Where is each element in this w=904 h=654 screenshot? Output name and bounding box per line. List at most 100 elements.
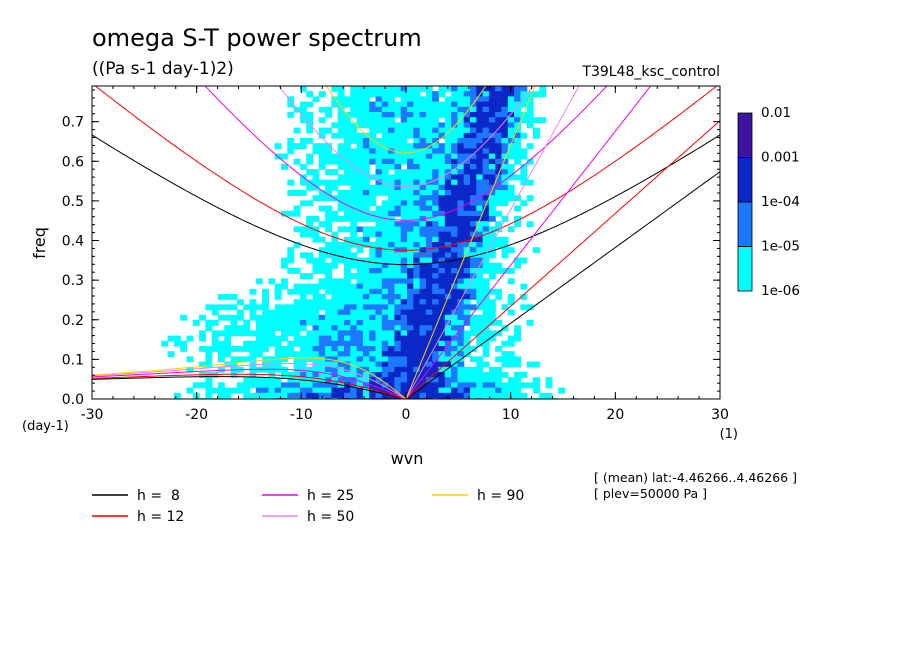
power-cell	[362, 340, 370, 347]
power-cell	[400, 262, 408, 269]
power-cell	[488, 216, 496, 222]
power-cell	[362, 138, 370, 144]
power-cell	[350, 361, 358, 368]
power-cell	[375, 351, 383, 357]
power-cell	[476, 299, 484, 305]
power-cell	[457, 148, 465, 155]
power-cell	[350, 377, 358, 383]
power-cell	[533, 377, 540, 383]
power-cell	[287, 377, 295, 383]
power-cell	[388, 86, 395, 92]
power-cell	[306, 112, 314, 118]
power-cell	[470, 169, 477, 175]
power-cell	[451, 106, 458, 113]
power-cell	[249, 304, 257, 311]
power-cell	[344, 372, 351, 378]
power-cell	[400, 330, 408, 337]
power-cell	[514, 112, 521, 118]
power-cell	[419, 148, 427, 155]
power-cell	[495, 106, 503, 113]
power-cell	[306, 392, 314, 399]
y-tick-label: 0.5	[62, 194, 84, 210]
power-cell	[388, 382, 395, 389]
power-cell	[470, 91, 477, 97]
power-cell	[470, 143, 477, 149]
power-cell	[526, 195, 534, 201]
power-cell	[470, 138, 477, 144]
power-cell	[306, 273, 314, 279]
power-cell	[375, 288, 383, 295]
power-cell	[274, 294, 282, 300]
power-cell	[463, 382, 471, 389]
power-cell	[331, 122, 339, 129]
power-cell	[255, 325, 263, 331]
power-cell	[470, 122, 477, 129]
power-cell	[482, 164, 490, 170]
power-cell	[520, 96, 528, 103]
power-cell	[507, 382, 515, 389]
power-cell	[470, 195, 477, 201]
power-cell	[331, 361, 339, 368]
power-cell	[482, 117, 490, 123]
power-cell	[281, 320, 288, 326]
power-cell	[526, 96, 534, 103]
power-cell	[438, 205, 446, 212]
power-cell	[381, 309, 389, 316]
power-cell	[287, 96, 295, 103]
power-cell	[520, 112, 528, 118]
power-cell	[293, 299, 301, 305]
power-cell	[488, 205, 496, 212]
power-cell	[350, 153, 358, 160]
power-cell	[350, 351, 358, 357]
power-cell	[425, 268, 433, 274]
power-cell	[369, 340, 377, 347]
power-cell	[413, 320, 421, 326]
power-cell	[299, 294, 307, 300]
power-cell	[268, 340, 276, 347]
power-cell	[274, 346, 282, 352]
power-cell	[388, 179, 395, 186]
colorbar-label: 0.01	[761, 105, 791, 121]
power-cell	[362, 91, 370, 97]
power-cell	[293, 320, 301, 326]
power-cell	[388, 351, 395, 357]
power-cell	[268, 314, 276, 321]
power-cell	[356, 335, 364, 342]
power-cell	[299, 346, 307, 352]
power-cell	[476, 169, 484, 175]
power-cell	[369, 148, 377, 155]
power-cell	[356, 138, 364, 144]
power-cell	[344, 195, 351, 201]
power-cell	[482, 127, 490, 134]
power-cell	[375, 96, 383, 103]
power-cell	[470, 86, 477, 92]
power-cell	[507, 153, 515, 160]
power-cell	[463, 169, 471, 175]
power-cell	[432, 221, 440, 227]
power-cell	[495, 366, 503, 373]
power-cell	[444, 325, 452, 331]
power-cell	[451, 314, 458, 321]
power-cell	[344, 190, 351, 196]
power-cell	[413, 257, 421, 264]
power-cell	[514, 153, 521, 160]
power-cell	[463, 252, 471, 259]
power-cell	[444, 226, 452, 233]
power-cell	[457, 96, 465, 103]
power-cell	[495, 268, 503, 274]
power-cell	[514, 143, 521, 149]
power-cell	[407, 205, 414, 212]
power-cell	[425, 117, 433, 123]
power-cell	[457, 112, 465, 118]
power-cell	[350, 190, 358, 196]
power-cell	[482, 257, 490, 264]
power-cell	[388, 268, 395, 274]
power-cell	[205, 325, 213, 331]
power-cell	[394, 91, 402, 97]
power-cell	[249, 382, 257, 389]
power-cell	[281, 382, 288, 389]
power-cell	[356, 361, 364, 368]
power-cell	[501, 174, 509, 181]
power-cell	[211, 335, 219, 342]
power-cell	[381, 304, 389, 311]
